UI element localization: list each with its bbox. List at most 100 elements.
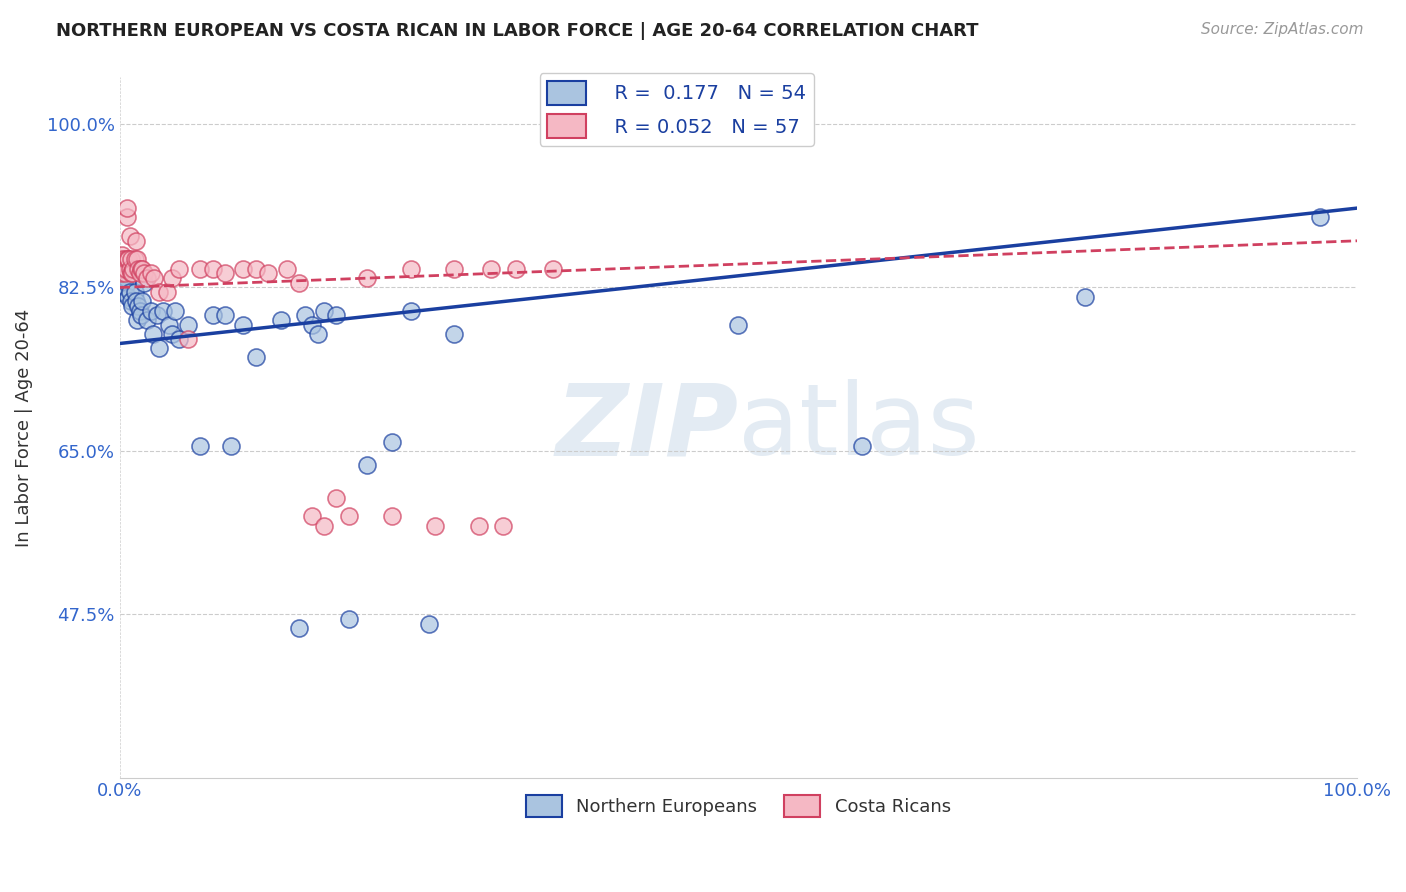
Point (114, 280, 136, 294)
Point (110, 276, 132, 290)
Point (115, 276, 138, 290)
Text: NORTHERN EUROPEAN VS COSTA RICAN IN LABOR FORCE | AGE 20-64 CORRELATION CHART: NORTHERN EUROPEAN VS COSTA RICAN IN LABO… (56, 22, 979, 40)
Point (112, 285, 135, 300)
Point (120, 267, 142, 281)
Point (492, 518, 515, 533)
Point (110, 267, 132, 281)
Point (214, 309, 236, 323)
Point (214, 267, 236, 281)
Point (312, 303, 335, 318)
Point (131, 294, 153, 309)
Point (125, 234, 148, 248)
Point (114, 267, 136, 281)
Point (160, 327, 183, 342)
Point (134, 267, 156, 281)
Legend: Northern Europeans, Costa Ricans: Northern Europeans, Costa Ricans (519, 788, 959, 824)
Point (257, 267, 280, 281)
Point (232, 318, 254, 332)
Point (425, 518, 447, 533)
Point (117, 252, 139, 267)
Point (727, 318, 749, 332)
Point (125, 313, 148, 327)
Point (112, 261, 135, 276)
Point (114, 267, 136, 281)
Point (115, 252, 138, 267)
Point (129, 309, 152, 323)
Point (399, 261, 422, 276)
Point (356, 458, 378, 472)
Point (118, 285, 141, 300)
Text: atlas: atlas (738, 379, 980, 476)
Point (112, 252, 135, 267)
Point (131, 261, 153, 276)
Point (232, 261, 254, 276)
Point (115, 261, 138, 276)
Point (443, 261, 465, 276)
Point (121, 299, 143, 313)
Point (111, 248, 134, 262)
Point (541, 261, 564, 276)
Point (136, 313, 159, 327)
Point (115, 271, 138, 285)
Point (160, 271, 183, 285)
Point (505, 261, 527, 276)
Text: ZIP: ZIP (555, 379, 738, 476)
Point (307, 327, 329, 342)
Point (117, 252, 139, 267)
Point (301, 318, 323, 332)
Point (418, 616, 440, 631)
Point (288, 621, 311, 635)
Point (1309, 211, 1331, 225)
Point (294, 309, 316, 323)
Point (128, 267, 150, 281)
Point (381, 509, 404, 524)
Point (118, 261, 141, 276)
Point (125, 252, 148, 267)
Point (124, 252, 146, 267)
Point (201, 261, 224, 276)
Point (139, 267, 162, 281)
Y-axis label: In Labor Force | Age 20-64: In Labor Force | Age 20-64 (15, 309, 32, 547)
Text: Source: ZipAtlas.com: Source: ZipAtlas.com (1201, 22, 1364, 37)
Point (399, 303, 422, 318)
Point (167, 261, 190, 276)
Point (143, 271, 166, 285)
Point (219, 439, 242, 453)
Point (301, 509, 323, 524)
Point (479, 261, 502, 276)
Point (122, 261, 145, 276)
Point (337, 509, 360, 524)
Point (128, 303, 150, 318)
Point (325, 309, 347, 323)
Point (148, 285, 170, 300)
Point (125, 294, 148, 309)
Point (157, 318, 180, 332)
Point (124, 285, 146, 300)
Point (443, 327, 465, 342)
Point (270, 313, 292, 327)
Point (129, 261, 152, 276)
Point (127, 261, 149, 276)
Point (177, 332, 200, 346)
Point (201, 309, 224, 323)
Point (120, 252, 142, 267)
Point (156, 285, 179, 300)
Point (148, 341, 170, 355)
Point (121, 267, 143, 281)
Point (325, 491, 347, 505)
Point (288, 276, 311, 290)
Point (114, 261, 136, 276)
Point (111, 252, 134, 267)
Point (337, 612, 360, 626)
Point (136, 271, 159, 285)
Point (111, 285, 134, 300)
Point (177, 318, 200, 332)
Point (312, 518, 335, 533)
Point (134, 276, 156, 290)
Point (152, 303, 174, 318)
Point (115, 261, 138, 276)
Point (245, 351, 267, 365)
Point (142, 327, 165, 342)
Point (467, 518, 489, 533)
Point (139, 303, 162, 318)
